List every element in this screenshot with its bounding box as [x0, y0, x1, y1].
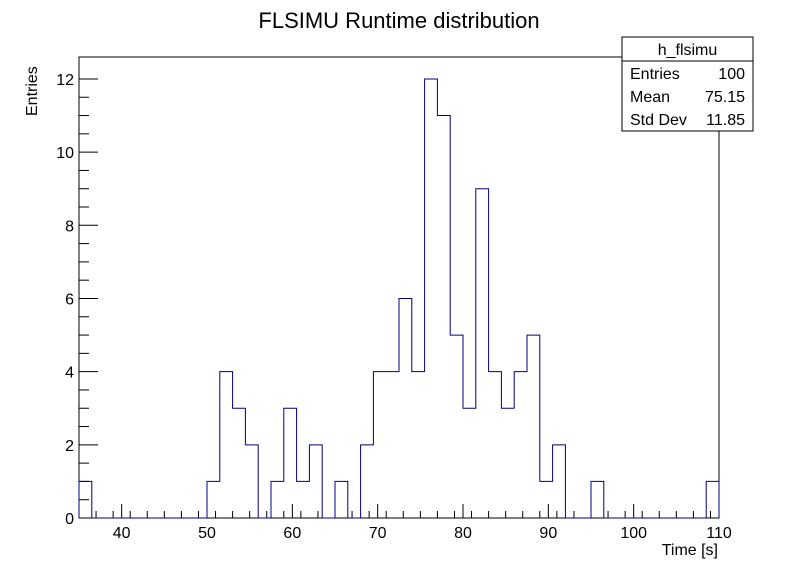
histogram-bin — [412, 372, 425, 518]
stats-box-name: h_flsimu — [658, 42, 718, 59]
y-tick-label: 8 — [65, 218, 74, 235]
histogram-bin — [297, 481, 310, 518]
x-tick-label: 90 — [539, 525, 557, 542]
histogram-bin — [463, 408, 476, 518]
x-tick-label: 100 — [620, 525, 647, 542]
histogram-bin — [489, 372, 502, 518]
histogram-bin — [79, 481, 92, 518]
histogram-bin — [540, 481, 553, 518]
stats-box: h_flsimu Entries 100 Mean 75.15 Std Dev … — [621, 36, 754, 132]
stats-box-frame — [621, 36, 754, 132]
histogram-bin — [437, 116, 450, 518]
histogram-bin — [399, 298, 412, 518]
y-tick-label: 6 — [65, 291, 74, 308]
y-tick-label: 12 — [56, 72, 74, 89]
plot-frame — [78, 56, 720, 519]
histogram-bin — [207, 481, 220, 518]
histogram-bin — [284, 408, 297, 518]
histogram-bin — [361, 445, 374, 518]
x-axis-label: Time [s] — [662, 542, 718, 559]
y-axis: 0 2 4 6 8 10 12 — [56, 72, 98, 528]
histogram-bin — [706, 481, 719, 518]
y-axis-label: Entries — [24, 66, 41, 116]
histogram-bin — [309, 445, 322, 518]
histogram-bin — [527, 335, 540, 518]
histogram-outline — [78, 78, 720, 519]
histogram-bin — [501, 408, 514, 518]
stats-stddev-value: 11.85 — [706, 112, 745, 129]
x-tick-label: 80 — [454, 525, 472, 542]
x-tick-label: 110 — [706, 525, 732, 542]
histogram-bin — [425, 79, 438, 518]
y-tick-label: 10 — [56, 145, 74, 162]
histogram-bin — [335, 481, 348, 518]
histogram-bin — [373, 372, 386, 518]
y-tick-label: 0 — [65, 511, 74, 528]
stats-entries-value: 100 — [718, 66, 745, 83]
histogram-bin — [233, 408, 246, 518]
histogram-bin — [220, 372, 233, 518]
y-tick-label: 2 — [65, 438, 74, 455]
histogram-bin — [591, 481, 604, 518]
stats-entries-label: Entries — [630, 66, 680, 83]
histogram-bin — [514, 372, 527, 518]
x-tick-label: 60 — [283, 525, 301, 542]
histogram-bin — [386, 372, 399, 518]
histogram-bin — [245, 445, 258, 518]
chart-title: FLSIMU Runtime distribution — [258, 8, 539, 33]
x-axis: 40 50 60 70 80 90 100 110 — [78, 504, 732, 542]
y-tick-label: 4 — [65, 365, 74, 382]
histogram-bin — [476, 189, 489, 518]
x-tick-label: 70 — [369, 525, 387, 542]
stats-mean-value: 75.15 — [705, 89, 745, 106]
histogram-bin — [271, 481, 284, 518]
stats-mean-label: Mean — [630, 89, 670, 106]
x-tick-label: 40 — [113, 525, 131, 542]
x-tick-label: 50 — [198, 525, 216, 542]
stats-stddev-label: Std Dev — [630, 112, 687, 129]
histogram-bin — [553, 445, 566, 518]
histogram-bin — [450, 335, 463, 518]
